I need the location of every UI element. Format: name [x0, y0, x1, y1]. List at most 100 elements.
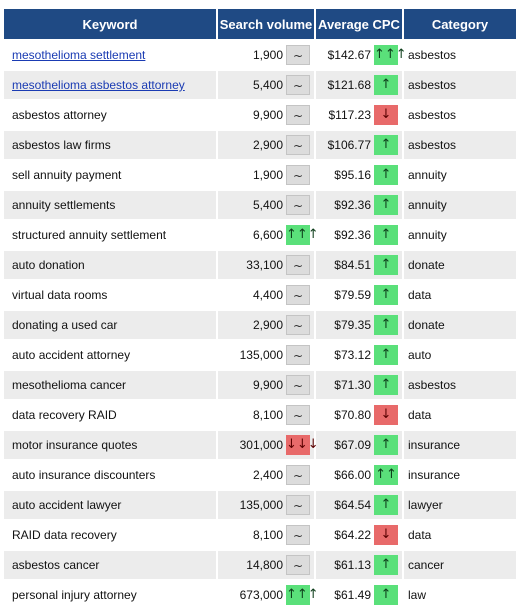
- average-cpc-cell: $92.36 ↑: [316, 221, 402, 249]
- category-value: asbestos: [408, 78, 457, 92]
- average-cpc-value: $64.22: [334, 528, 371, 542]
- search-volume-cell: 8,100 ~: [218, 401, 314, 429]
- keyword-text: donating a used car: [12, 318, 118, 332]
- category-cell: data: [404, 401, 516, 429]
- average-cpc-cell: $70.80 ↓: [316, 401, 402, 429]
- keyword-cell: data recovery RAID: [4, 401, 216, 429]
- keyword-cell: asbestos attorney: [4, 101, 216, 129]
- table-row: auto insurance discounters 2,400 ~ $66.00 ↑↑…: [4, 461, 516, 489]
- category-value: donate: [408, 318, 445, 332]
- trend-up-arrow-icon: ↑: [374, 555, 398, 575]
- average-cpc-value: $106.77: [327, 138, 371, 152]
- table-row: data recovery RAID 8,100 ~ $70.80 ↓ data: [4, 401, 516, 429]
- trend-flat-icon: ~: [286, 45, 310, 65]
- keyword-text: asbestos cancer: [12, 558, 100, 572]
- category-value: donate: [408, 258, 445, 272]
- search-volume-cell: 1,900 ~: [218, 41, 314, 69]
- average-cpc-cell: $79.35 ↑: [316, 311, 402, 339]
- table-row: donating a used car 2,900 ~ $79.35 ↑ donate: [4, 311, 516, 339]
- search-volume-cell: 6,600 ↑↑↑: [218, 221, 319, 249]
- search-volume-value: 5,400: [252, 198, 283, 212]
- table-row: motor insurance quotes 301,000 ↓↓↓ $67.09 ↑ i…: [4, 431, 516, 459]
- trend-down-arrow-icon: ↓: [374, 405, 398, 425]
- search-volume-value: 301,000: [239, 438, 283, 452]
- keyword-text: structured annuity settlement: [12, 228, 167, 242]
- average-cpc-value: $79.59: [334, 288, 371, 302]
- category-cell: auto: [404, 341, 516, 369]
- category-value: insurance: [408, 468, 461, 482]
- table-row: mesothelioma settlement 1,900 ~ $142.67 ↑↑↑ a…: [4, 41, 516, 69]
- keyword-cell: sell annuity payment: [4, 161, 216, 189]
- search-volume-cell: 9,900 ~: [218, 371, 314, 399]
- average-cpc-value: $73.12: [334, 348, 371, 362]
- table-row: personal injury attorney 673,000 ↑↑↑ $61.49…: [4, 581, 516, 609]
- trend-flat-icon: ~: [286, 105, 310, 125]
- search-volume-value: 4,400: [252, 288, 283, 302]
- category-cell: asbestos: [404, 371, 516, 399]
- trend-up-arrow-icon: ↑: [374, 495, 398, 515]
- average-cpc-value: $67.09: [334, 438, 371, 452]
- search-volume-cell: 9,900 ~: [218, 101, 314, 129]
- table-row: asbestos law firms 2,900 ~ $106.77 ↑ asbestos: [4, 131, 516, 159]
- search-volume-value: 33,100: [246, 258, 283, 272]
- category-cell: asbestos: [404, 131, 516, 159]
- average-cpc-cell: $64.54 ↑: [316, 491, 402, 519]
- trend-flat-icon: ~: [286, 375, 310, 395]
- trend-up-arrow-icon: ↑: [374, 75, 398, 95]
- trend-flat-icon: ~: [286, 315, 310, 335]
- search-volume-value: 8,100: [252, 528, 283, 542]
- average-cpc-cell: $84.51 ↑: [316, 251, 402, 279]
- table-row: mesothelioma asbestos attorney 5,400 ~ $121…: [4, 71, 516, 99]
- keyword-cell: motor insurance quotes: [4, 431, 216, 459]
- header-search-volume[interactable]: Search volume: [218, 9, 314, 39]
- search-volume-value: 6,600: [252, 228, 283, 242]
- trend-flat-icon: ~: [286, 465, 310, 485]
- search-volume-cell: 8,100 ~: [218, 521, 314, 549]
- search-volume-value: 2,900: [252, 138, 283, 152]
- keyword-text: mesothelioma cancer: [12, 378, 127, 392]
- keyword-text: asbestos law firms: [12, 138, 111, 152]
- header-category[interactable]: Category: [404, 9, 516, 39]
- search-volume-cell: 2,900 ~: [218, 131, 314, 159]
- search-volume-value: 8,100: [252, 408, 283, 422]
- keyword-cell: RAID data recovery: [4, 521, 216, 549]
- average-cpc-cell: $121.68 ↑: [316, 71, 402, 99]
- trend-flat-icon: ~: [286, 165, 310, 185]
- category-cell: asbestos: [404, 71, 516, 99]
- trend-flat-icon: ~: [286, 345, 310, 365]
- keyword-link[interactable]: mesothelioma settlement: [12, 48, 146, 62]
- table-row: auto accident attorney 135,000 ~ $73.12 ↑ aut…: [4, 341, 516, 369]
- header-average-cpc[interactable]: Average CPC: [316, 9, 402, 39]
- keyword-table-container: Keyword Search volume Average CPC Catego…: [2, 7, 518, 611]
- category-cell: asbestos: [404, 101, 516, 129]
- category-cell: data: [404, 521, 516, 549]
- category-cell: cancer: [404, 551, 516, 579]
- search-volume-cell: 2,900 ~: [218, 311, 314, 339]
- average-cpc-value: $92.36: [334, 228, 371, 242]
- search-volume-value: 135,000: [239, 498, 283, 512]
- trend-up-arrow-icon: ↑↑↑: [286, 585, 319, 605]
- trend-flat-icon: ~: [286, 75, 310, 95]
- search-volume-value: 9,900: [252, 108, 283, 122]
- table-row: virtual data rooms 4,400 ~ $79.59 ↑ data: [4, 281, 516, 309]
- keyword-text: asbestos attorney: [12, 108, 107, 122]
- trend-down-arrow-icon: ↓↓↓: [286, 435, 319, 455]
- keyword-cell: mesothelioma cancer: [4, 371, 216, 399]
- search-volume-value: 9,900: [252, 378, 283, 392]
- header-keyword[interactable]: Keyword: [4, 9, 216, 39]
- keyword-text: auto insurance discounters: [12, 468, 156, 482]
- average-cpc-cell: $142.67 ↑↑↑: [316, 41, 407, 69]
- average-cpc-cell: $117.23 ↓: [316, 101, 402, 129]
- average-cpc-cell: $73.12 ↑: [316, 341, 402, 369]
- table-row: auto accident lawyer 135,000 ~ $64.54 ↑ lawye…: [4, 491, 516, 519]
- trend-flat-icon: ~: [286, 195, 310, 215]
- category-cell: lawyer: [404, 491, 516, 519]
- keyword-link[interactable]: mesothelioma asbestos attorney: [12, 78, 185, 92]
- trend-up-arrow-icon: ↑↑↑: [286, 225, 319, 245]
- search-volume-cell: 301,000 ↓↓↓: [218, 431, 319, 459]
- search-volume-cell: 5,400 ~: [218, 71, 314, 99]
- average-cpc-value: $64.54: [334, 498, 371, 512]
- average-cpc-cell: $66.00 ↑↑: [316, 461, 402, 489]
- trend-flat-icon: ~: [286, 255, 310, 275]
- search-volume-value: 14,800: [246, 558, 283, 572]
